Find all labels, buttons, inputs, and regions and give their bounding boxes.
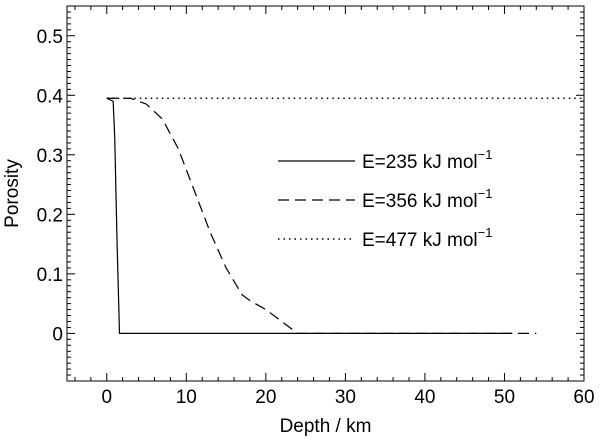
- y-tick-label: 0: [52, 324, 63, 345]
- legend-label-e477: E=477 kJ mol−1: [362, 225, 492, 251]
- legend-label-e235-sup: −1: [478, 147, 493, 162]
- legend: E=235 kJ mol−1 E=356 kJ mol−1 E=477 kJ m…: [278, 147, 492, 251]
- legend-label-e235-main: E=235 kJ mol: [362, 152, 478, 173]
- x-tick-label: 0: [101, 387, 112, 408]
- legend-label-e477-sup: −1: [478, 225, 493, 240]
- legend-label-e356-main: E=356 kJ mol: [362, 191, 478, 212]
- x-tick-label: 20: [255, 387, 276, 408]
- y-tick-label: 0.1: [37, 265, 63, 286]
- axis-ticks: [67, 6, 585, 381]
- series-lines: [106, 97, 584, 334]
- y-tick-label: 0.4: [37, 86, 64, 107]
- x-tick-label: 10: [176, 387, 197, 408]
- x-tick-label: 40: [414, 387, 435, 408]
- legend-label-e235: E=235 kJ mol−1: [362, 147, 492, 173]
- x-tick-label: 60: [573, 387, 594, 408]
- x-axis-title: Depth / km: [280, 416, 372, 437]
- series-line-e235: [106, 97, 513, 334]
- y-tick-label: 0.5: [37, 27, 63, 48]
- plot-frame: [66, 5, 585, 382]
- legend-label-e356-sup: −1: [478, 186, 493, 201]
- axis-tick-labels: 0 10 20 30 40 50 60 0 0.1 0.2 0.3 0.4 0.5: [37, 27, 595, 408]
- x-tick-label: 30: [335, 387, 356, 408]
- legend-label-e356: E=356 kJ mol−1: [362, 186, 492, 212]
- y-tick-label: 0.3: [37, 146, 63, 167]
- legend-label-e477-main: E=477 kJ mol: [362, 230, 478, 251]
- x-tick-label: 50: [494, 387, 515, 408]
- y-axis-title: Porosity: [2, 159, 23, 228]
- series-line-e356: [106, 97, 537, 334]
- y-tick-label: 0.2: [37, 205, 63, 226]
